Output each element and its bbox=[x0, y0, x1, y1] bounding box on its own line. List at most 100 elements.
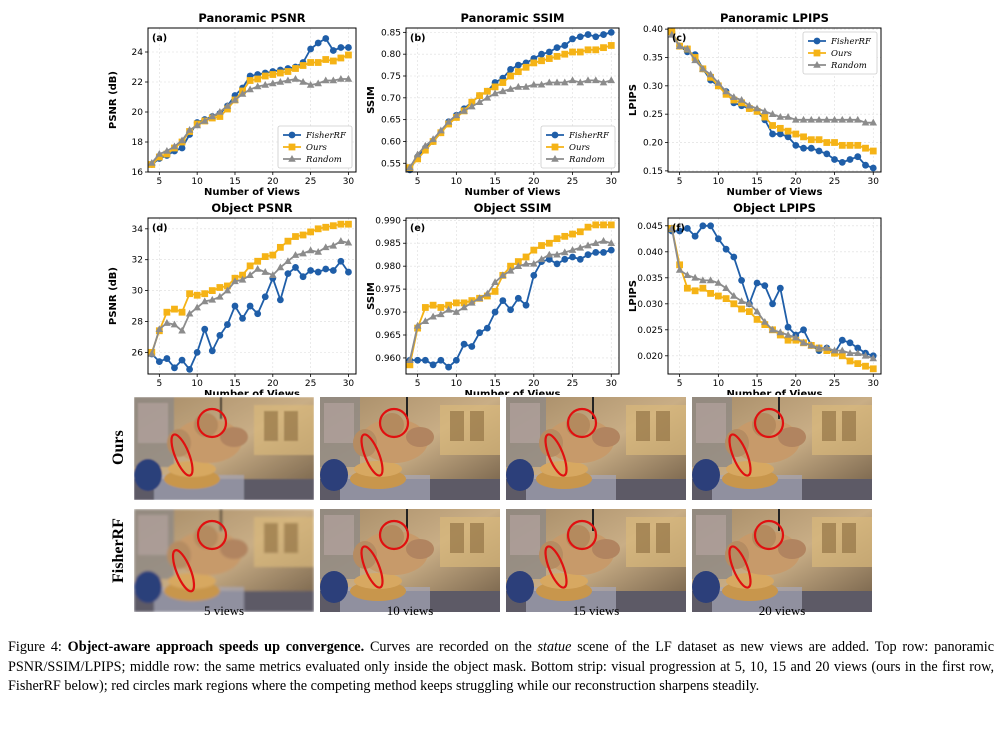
x-tick-label: 20 bbox=[528, 379, 540, 389]
ours-point-25 bbox=[337, 54, 345, 62]
y-tick-label: 0.965 bbox=[375, 331, 401, 341]
random-point-7 bbox=[722, 284, 730, 291]
random-point-0 bbox=[406, 356, 414, 364]
fisherrf-point-8 bbox=[468, 343, 476, 350]
fisherrf-point-8 bbox=[208, 347, 216, 355]
random-point-0 bbox=[406, 163, 414, 171]
legend-ours-point-1 bbox=[813, 49, 821, 57]
fisherrf-point-15 bbox=[784, 323, 792, 331]
random-point-18 bbox=[807, 115, 816, 123]
fisherrf-point-24 bbox=[329, 47, 337, 54]
caption-text-1: Curves are recorded on the bbox=[364, 639, 538, 655]
random-point-1 bbox=[155, 150, 164, 157]
ours-point-18 bbox=[545, 239, 553, 247]
random-point-3 bbox=[691, 273, 699, 281]
random-point-14 bbox=[253, 264, 262, 272]
ours-point-8 bbox=[730, 300, 738, 308]
fisherrf-point-16 bbox=[792, 141, 800, 149]
random-point-12 bbox=[761, 107, 769, 115]
random-point-22 bbox=[314, 79, 322, 87]
fisherrf-point-5 bbox=[445, 363, 452, 371]
random-point-11 bbox=[753, 307, 761, 315]
fisherrf-point-26 bbox=[607, 28, 615, 36]
fisherrf-point-25 bbox=[337, 257, 345, 265]
fisherrf-point-23 bbox=[584, 251, 592, 259]
random-point-16 bbox=[269, 271, 277, 278]
random-point-21 bbox=[830, 346, 839, 354]
x-axis-label: Number of Views bbox=[727, 389, 823, 395]
ours-point-23 bbox=[322, 223, 330, 231]
random-point-0 bbox=[668, 30, 676, 38]
random-point-8 bbox=[468, 102, 476, 110]
ours-point-19 bbox=[292, 65, 299, 72]
chart-panel-f: 5 10 15 20 25 30 0.020 0.025 0.030 0.035 0.040 0.04… bbox=[628, 201, 882, 395]
x-tick-label: 5 bbox=[156, 177, 162, 187]
fisherrf-point-15 bbox=[522, 301, 530, 309]
ours-point-26 bbox=[345, 220, 352, 228]
ours-point-22 bbox=[576, 48, 584, 56]
ours-point-22 bbox=[838, 141, 846, 149]
ours-point-11 bbox=[491, 83, 499, 91]
random-point-25 bbox=[861, 118, 870, 126]
y-tick-label: 32 bbox=[132, 256, 143, 266]
random-point-2 bbox=[683, 271, 692, 278]
fisherrf-point-20 bbox=[823, 150, 831, 158]
panel-tag: (c) bbox=[672, 33, 686, 44]
ours-point-2 bbox=[163, 150, 171, 158]
y-tick-label: 0.25 bbox=[643, 110, 663, 120]
random-point-4 bbox=[178, 326, 186, 334]
random-point-23 bbox=[584, 76, 592, 84]
y-tick-label: 0.035 bbox=[637, 274, 663, 284]
random-point-9 bbox=[475, 294, 484, 302]
x-tick-label: 10 bbox=[713, 379, 725, 389]
ours-point-16 bbox=[269, 71, 277, 78]
fisherrf-point-19 bbox=[815, 147, 823, 155]
random-point-21 bbox=[306, 246, 315, 254]
fisherrf-point-17 bbox=[800, 326, 807, 334]
x-tick-label: 30 bbox=[868, 379, 880, 389]
random-point-24 bbox=[329, 241, 338, 249]
fisherrf-point-22 bbox=[838, 336, 846, 344]
random-point-12 bbox=[238, 90, 247, 97]
ours-point-15 bbox=[784, 127, 792, 135]
metrics-chart-grid: 5 10 15 20 25 30 16 18 20 22 24 Panoramic PSNR (a) Nu… bbox=[108, 11, 882, 395]
x-tick-label: 15 bbox=[489, 177, 500, 187]
random-point-6 bbox=[193, 121, 201, 129]
ours-point-23 bbox=[322, 56, 330, 63]
random-point-4 bbox=[437, 126, 445, 134]
ours-point-14 bbox=[776, 124, 784, 132]
random-point-7 bbox=[200, 297, 209, 305]
legend-ours-point-1 bbox=[288, 143, 296, 151]
random-point-23 bbox=[321, 76, 330, 84]
ours-point-13 bbox=[507, 72, 514, 80]
fisherrf-point-24 bbox=[854, 153, 862, 161]
random-point-19 bbox=[291, 75, 300, 82]
ours-point-24 bbox=[329, 57, 337, 65]
x-axis-label: Number of Views bbox=[465, 187, 561, 198]
fisherrf-point-13 bbox=[507, 306, 514, 314]
fisherrf-point-1 bbox=[414, 356, 422, 364]
ours-point-8 bbox=[468, 98, 476, 106]
chart-panel-b: 5 10 15 20 25 30 0.55 0.60 0.65 0.70 0.75 0.80 0.85 P… bbox=[366, 11, 620, 198]
x-tick-label: 10 bbox=[713, 177, 725, 187]
plot-frame bbox=[667, 27, 882, 173]
random-point-20 bbox=[822, 115, 831, 123]
ours-point-1 bbox=[414, 155, 422, 163]
y-tick-label: 0.60 bbox=[381, 137, 401, 147]
fisherrf-point-14 bbox=[254, 310, 262, 318]
fisherrf-point-19 bbox=[292, 264, 299, 271]
x-tick-label: 10 bbox=[191, 379, 203, 389]
ours-point-10 bbox=[224, 105, 231, 113]
chart-legend: FisherRF Ours Random bbox=[802, 31, 878, 75]
random-point-22 bbox=[576, 78, 585, 86]
ours-point-18 bbox=[284, 68, 292, 75]
ours-point-15 bbox=[261, 72, 269, 80]
fisherrf-point-1 bbox=[155, 358, 163, 366]
random-point-16 bbox=[792, 333, 800, 341]
plot-frame bbox=[667, 217, 882, 375]
random-point-11 bbox=[231, 277, 239, 285]
fisherrf-point-21 bbox=[831, 156, 838, 163]
random-point-11 bbox=[491, 278, 499, 286]
y-tick-label: 20 bbox=[132, 108, 144, 118]
fisherrf-point-22 bbox=[314, 268, 322, 276]
